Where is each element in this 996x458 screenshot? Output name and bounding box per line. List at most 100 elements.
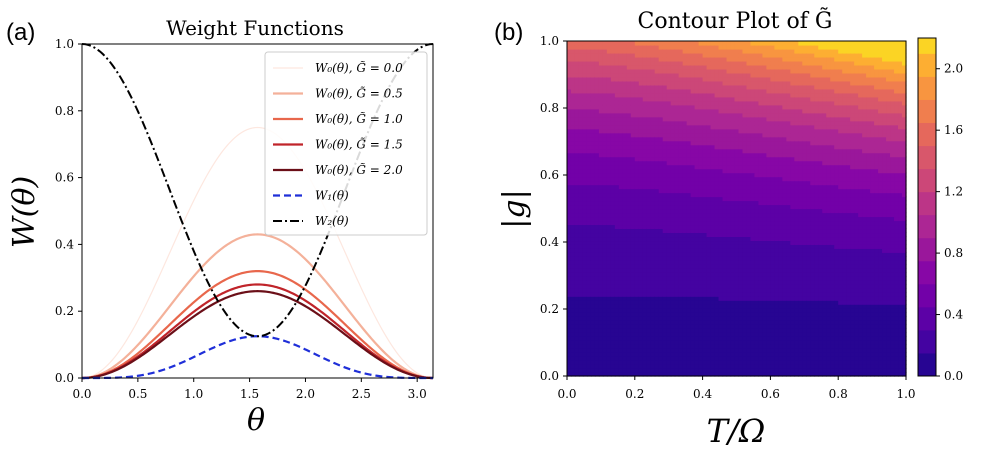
contour-cell: [622, 176, 628, 182]
contour-cell: [630, 256, 636, 261]
contour-cell: [578, 208, 584, 214]
contour-cell: [606, 124, 612, 130]
contour-cell: [758, 140, 764, 146]
contour-cell: [730, 84, 736, 90]
contour-cell: [654, 216, 660, 222]
contour-cell: [686, 72, 692, 78]
contour-cell: [762, 272, 768, 277]
contour-cell: [734, 196, 740, 202]
contour-cell: [738, 208, 744, 214]
contour-cell: [634, 292, 640, 297]
contour-cell: [706, 80, 712, 86]
contour-cell: [734, 236, 740, 242]
contour-cell: [622, 360, 628, 365]
contour-cell: [726, 220, 732, 226]
contour-cell: [730, 160, 736, 166]
contour-cell: [567, 204, 572, 210]
contour-cell: [642, 276, 648, 281]
contour-cell: [610, 260, 616, 265]
contour-cell: [730, 276, 736, 281]
chart-a-frame: [81, 43, 434, 379]
contour-cell: [750, 116, 756, 122]
contour-cell: [674, 312, 680, 317]
contour-cell: [746, 336, 752, 341]
contour-cell: [598, 144, 604, 150]
contour-cell: [734, 140, 740, 146]
contour-cell: [742, 44, 748, 50]
contour-cell: [590, 120, 596, 126]
contour-cell: [570, 304, 576, 309]
contour-cell: [798, 184, 803, 190]
contour-cell: [714, 100, 720, 106]
contour-cell: [738, 268, 744, 273]
contour-cell: [710, 100, 716, 106]
contour-cell: [774, 128, 779, 134]
contour-cell: [750, 84, 756, 90]
contour-cell: [682, 332, 688, 337]
contour-cell: [598, 304, 604, 309]
contour-cell: [610, 256, 616, 261]
contour-cell: [778, 196, 783, 202]
contour-cell: [630, 348, 636, 353]
contour-cell: [574, 256, 580, 261]
contour-cell: [594, 104, 600, 110]
contour-cell: [786, 232, 791, 238]
contour-cell: [738, 212, 744, 218]
contour-cell: [706, 196, 712, 202]
contour-cell: [634, 276, 640, 281]
contour-cell: [670, 276, 676, 281]
contour-cell: [742, 188, 748, 194]
contour-cell: [614, 56, 620, 62]
contour-cell: [594, 280, 600, 285]
contour-cell: [630, 116, 636, 122]
contour-cell: [738, 128, 744, 134]
contour-cell: [598, 364, 604, 369]
contour-cell: [794, 72, 799, 78]
contour-cell: [754, 272, 760, 277]
contour-cell: [582, 360, 588, 365]
contour-cell: [762, 196, 768, 202]
contour-cell: [618, 300, 624, 305]
contour-cell: [770, 56, 775, 62]
contour-cell: [618, 196, 624, 202]
contour-cell: [738, 288, 744, 293]
contour-cell: [658, 41, 664, 46]
contour-cell: [702, 312, 708, 317]
contour-cell: [758, 136, 764, 142]
contour-cell: [754, 132, 760, 138]
contour-cell: [626, 41, 632, 46]
contour-cell: [686, 252, 692, 257]
contour-cell: [774, 96, 779, 102]
contour-cell: [567, 288, 572, 293]
contour-cell: [614, 164, 620, 170]
contour-cell: [746, 224, 752, 230]
contour-cell: [670, 188, 676, 194]
contour-cell: [586, 256, 592, 261]
contour-cell: [674, 268, 680, 273]
contour-cell: [798, 144, 803, 150]
contour-cell: [738, 320, 744, 325]
contour-cell: [698, 176, 704, 182]
contour-cell: [790, 60, 795, 66]
contour-cell: [654, 184, 660, 190]
contour-cell: [626, 104, 632, 110]
contour-cell: [567, 236, 572, 242]
contour-cell: [582, 60, 588, 66]
contour-cell: [702, 244, 708, 249]
contour-cell: [690, 244, 696, 249]
contour-cell: [646, 96, 652, 102]
contour-cell: [754, 204, 760, 210]
contour-cell: [782, 100, 787, 106]
contour-cell: [582, 140, 588, 146]
contour-cell: [754, 100, 760, 106]
contour-cell: [730, 72, 736, 78]
contour-cell: [682, 240, 688, 245]
contour-cell: [654, 116, 660, 122]
contour-cell: [590, 216, 596, 222]
contour-cell: [658, 68, 664, 74]
contour-cell: [758, 200, 764, 206]
contour-cell: [686, 300, 692, 305]
contour-cell: [622, 368, 628, 373]
contour-cell: [678, 292, 684, 297]
contour-cell: [746, 272, 752, 277]
